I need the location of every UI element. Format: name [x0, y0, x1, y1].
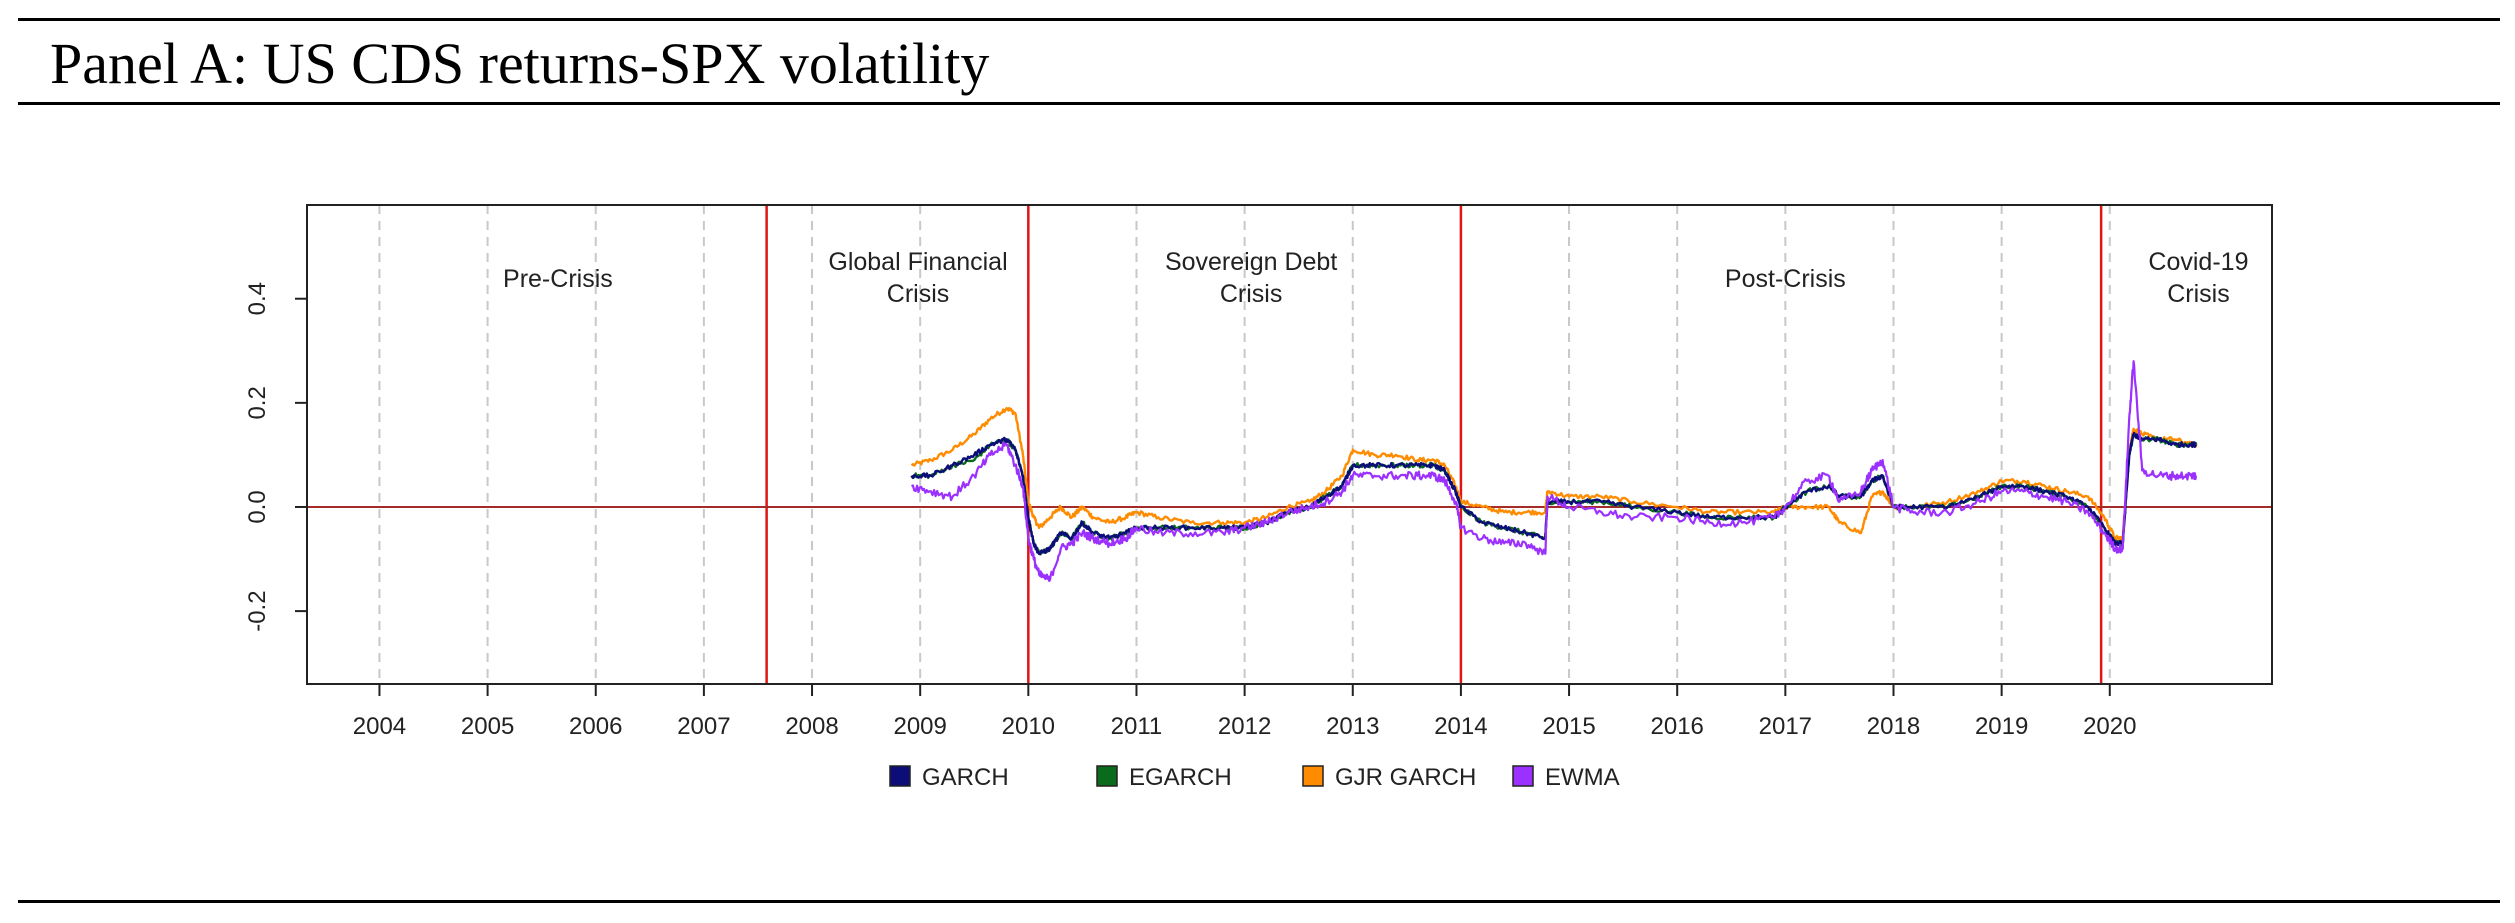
region-label: Crisis	[1220, 280, 1283, 308]
x-tick-label: 2007	[677, 713, 730, 740]
x-tick-label: 2005	[461, 713, 514, 740]
y-tick-label: 0.0	[244, 490, 271, 523]
plot-frame	[306, 204, 2273, 685]
y-tick-label: 0.4	[244, 282, 271, 315]
x-tick-label: 2011	[1111, 713, 1163, 740]
region-label: Pre-Crisis	[503, 265, 613, 293]
legend-label-egarch: EGARCH	[1129, 764, 1232, 791]
x-tick-label: 2006	[569, 713, 622, 740]
legend-swatch-egarch	[1096, 765, 1118, 787]
legend-swatch-ewma	[1512, 765, 1534, 787]
bottom-rule	[18, 900, 2500, 903]
x-tick-label: 2008	[785, 713, 838, 740]
x-tick-label: 2018	[1867, 713, 1920, 740]
top-rule	[18, 18, 2500, 21]
region-label: Crisis	[2167, 280, 2230, 308]
grid-lines	[378, 205, 2111, 684]
x-tick-label: 2016	[1651, 713, 1704, 740]
legend-label-garch: GARCH	[922, 764, 1009, 791]
region-label: Crisis	[887, 280, 950, 308]
regime-boundaries	[765, 205, 2103, 684]
panel-title: Panel A: US CDS returns-SPX volatility	[50, 31, 990, 96]
x-tick-label: 2013	[1326, 713, 1379, 740]
x-tick-label: 2012	[1218, 713, 1271, 740]
legend-swatch-garch	[889, 765, 911, 787]
legend: GARCH EGARCH GJR GARCH EWMA	[889, 764, 1620, 791]
region-label: Post-Crisis	[1725, 265, 1846, 293]
title-rule	[18, 102, 2500, 105]
legend-label-ewma: EWMA	[1545, 764, 1620, 791]
x-tick-label: 2017	[1759, 713, 1812, 740]
x-tick-label: 2014	[1434, 713, 1487, 740]
region-label: Covid-19	[2148, 248, 2248, 276]
x-tick-label: 2019	[1975, 713, 2028, 740]
y-tick-label: 0.2	[244, 386, 271, 419]
axes: 2004 2005 2006 2007 2008 2009 2010 2011 2012 2013…	[244, 282, 2136, 740]
x-tick-label: 2015	[1542, 713, 1595, 740]
region-labels: Pre-Crisis Global Financial Crisis Sovereig…	[503, 248, 2248, 308]
legend-swatch-gjr-garch	[1302, 765, 1324, 787]
series-line-gjr-garch	[910, 406, 2198, 542]
x-tick-label: 2009	[893, 713, 946, 740]
region-label: Global Financial	[828, 248, 1007, 276]
y-tick-label: -0.2	[244, 590, 271, 631]
region-label: Sovereign Debt	[1165, 248, 1337, 276]
legend-label-gjr-garch: GJR GARCH	[1335, 764, 1476, 791]
series-line-garch	[910, 431, 2198, 556]
series-layer	[910, 360, 2198, 583]
x-tick-label: 2020	[2083, 713, 2136, 740]
x-tick-label: 2004	[353, 713, 406, 740]
series-line-ewma	[911, 360, 2197, 583]
x-tick-label: 2010	[1002, 713, 1055, 740]
